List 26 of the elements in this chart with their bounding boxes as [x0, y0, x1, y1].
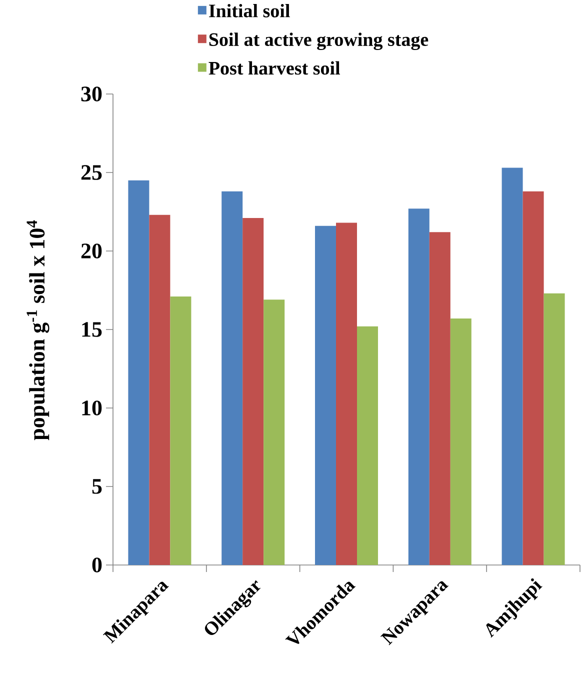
y-tick-label: 20	[81, 244, 102, 258]
bar	[544, 293, 565, 565]
bar	[315, 226, 336, 565]
y-tick-label: 30	[81, 86, 102, 102]
bar	[450, 318, 472, 565]
bar	[222, 191, 243, 565]
bar	[170, 296, 192, 565]
bar	[522, 191, 544, 565]
legend-label: Soil at active growing stage	[209, 32, 428, 50]
bar	[264, 300, 285, 565]
bar	[242, 218, 264, 565]
bar	[336, 222, 357, 565]
y-tick-label: 5	[92, 479, 102, 494]
bar	[149, 214, 170, 565]
y-tick-label: 25	[81, 165, 102, 180]
y-axis-title: population g$^{-1}$ soil x 10$^{4}$	[26, 220, 50, 440]
bar	[502, 168, 523, 565]
y-tick-label: 0	[92, 558, 102, 572]
bar	[128, 180, 150, 565]
bar	[408, 208, 430, 565]
bar	[357, 326, 378, 565]
legend-label: Post harvest soil	[208, 61, 340, 75]
y-tick-label: 15	[82, 322, 102, 337]
y-tick-label: 10	[82, 400, 102, 416]
legend-label: Initial soil	[209, 4, 290, 18]
bar	[429, 232, 450, 565]
